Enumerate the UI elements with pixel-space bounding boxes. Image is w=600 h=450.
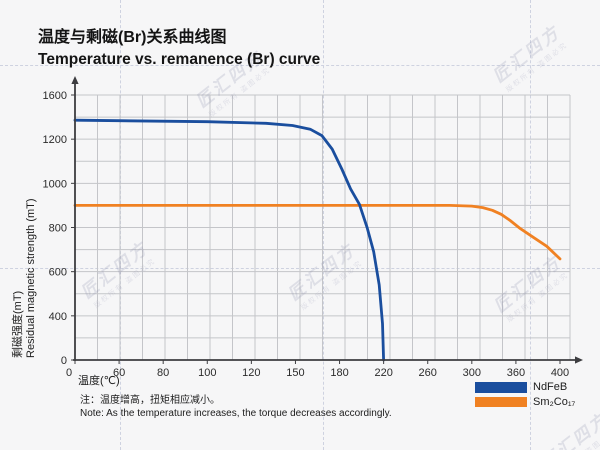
y-tick-label: 800 — [49, 223, 67, 235]
grid — [74, 94, 571, 361]
curve-smco — [73, 204, 562, 261]
legend-item-sm2co17: Sm₂Co₁₇ — [475, 395, 576, 408]
y-tick-label: 0 — [61, 355, 67, 367]
x-tick-label: 100 — [198, 367, 216, 379]
x-tick-label: 220 — [374, 367, 392, 379]
page-title-zh: 温度与剩磁(Br)关系曲线图 — [38, 29, 227, 46]
page-title-en: Temperature vs. remanence (Br) curve — [38, 51, 321, 68]
x-tick-label: 260 — [419, 367, 437, 379]
legend-label-sm2co17: Sm₂Co₁₇ — [533, 395, 576, 408]
y-tick-labels: 1600 1200 1000 800 600 400 0 — [43, 90, 67, 367]
legend-swatch-ndfeb — [475, 382, 527, 393]
y-tick-label: 400 — [49, 311, 67, 323]
y-tick-label: 1200 — [43, 134, 67, 146]
decor-dashed-line — [323, 0, 324, 450]
x-tick-label: 0 — [66, 367, 72, 379]
x-tick-label: 400 — [551, 367, 569, 379]
curve-ndfeb — [73, 118, 385, 362]
legend: NdFeB Sm₂Co₁₇ — [475, 382, 575, 411]
axes — [71, 76, 583, 364]
legend-item-ndfeb: NdFeB — [475, 382, 575, 393]
note-en: Note: As the temperature increases, the … — [80, 407, 392, 419]
x-tick-labels: 0 60 80 100 120 150 180 220 260 300 360 400 — [66, 367, 569, 379]
x-tick-label: 120 — [242, 367, 260, 379]
y-axis-title-zh: 剩磁强度(mT) — [12, 290, 24, 358]
x-tick-label: 360 — [507, 367, 525, 379]
x-tick-label: 180 — [330, 367, 348, 379]
decor-dashed-line — [0, 65, 600, 66]
chart-note: 注：温度增高，扭矩相应减小。 Note: As the temperature … — [80, 395, 392, 420]
x-tick-label: 150 — [286, 367, 304, 379]
decor-dashed-line — [530, 0, 531, 450]
legend-label-ndfeb: NdFeB — [533, 381, 568, 393]
x-axis-title: 温度(℃) — [78, 375, 120, 387]
axis-ticks — [71, 94, 561, 364]
x-tick-label: 80 — [157, 367, 169, 379]
legend-swatch-sm2co17 — [475, 396, 527, 408]
y-tick-label: 1000 — [43, 178, 67, 190]
y-axis-title-en: Residual magnetic strength (mT) — [25, 198, 37, 358]
x-tick-label: 300 — [463, 367, 481, 379]
x-tick-label: 60 — [113, 367, 125, 379]
chart-header: 温度与剩磁(Br)关系曲线图 Temperature vs. remanence… — [38, 27, 320, 71]
y-axis-title: 剩磁强度(mT) Residual magnetic strength (mT) — [12, 198, 38, 358]
y-tick-label: 600 — [49, 267, 67, 279]
note-zh: 注：温度增高，扭矩相应减小。 — [80, 395, 220, 406]
y-tick-label: 1600 — [43, 90, 67, 102]
